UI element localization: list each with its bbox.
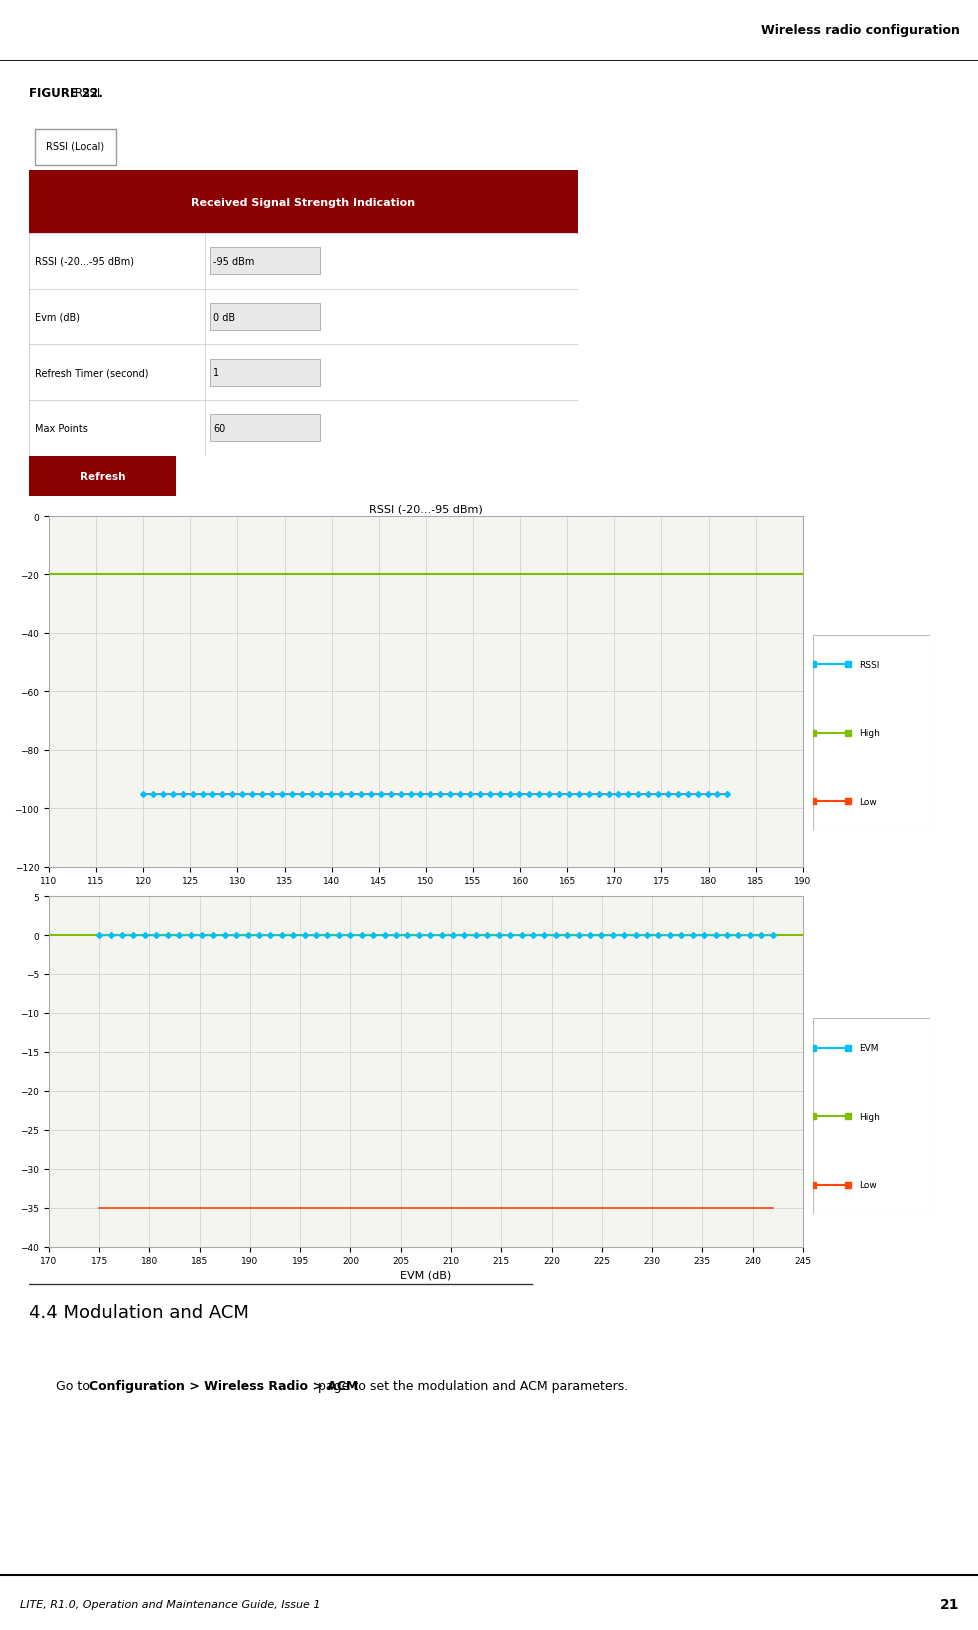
- Bar: [29, 290, 577, 346]
- Bar: [210, 416, 320, 442]
- Text: Evm (dB): Evm (dB): [35, 313, 80, 323]
- Bar: [29, 233, 204, 290]
- Text: RSSI: RSSI: [75, 88, 102, 99]
- Bar: [29, 401, 577, 456]
- Text: LITE, R1.0, Operation and Maintenance Guide, Issue 1: LITE, R1.0, Operation and Maintenance Gu…: [20, 1599, 320, 1609]
- Text: High: High: [859, 1112, 879, 1121]
- Text: Refresh Timer (second): Refresh Timer (second): [35, 368, 149, 378]
- FancyBboxPatch shape: [35, 129, 115, 166]
- Text: Refresh: Refresh: [80, 471, 125, 482]
- Text: Low: Low: [859, 797, 876, 807]
- Text: Max Points: Max Points: [35, 424, 88, 434]
- Text: RSSI (-20...-95 dBm): RSSI (-20...-95 dBm): [35, 256, 134, 267]
- Bar: [29, 290, 204, 346]
- Text: Configuration > Wireless Radio > ACM: Configuration > Wireless Radio > ACM: [89, 1379, 358, 1392]
- Text: RSSI (Local): RSSI (Local): [46, 142, 104, 152]
- Text: EVM: EVM: [859, 1043, 878, 1053]
- Bar: [210, 303, 320, 331]
- Text: Received Signal Strength Indication: Received Signal Strength Indication: [192, 197, 415, 207]
- Bar: [29, 171, 577, 233]
- Text: High: High: [859, 729, 879, 738]
- Text: 60: 60: [213, 424, 225, 434]
- X-axis label: EVM (dB): EVM (dB): [400, 1270, 451, 1280]
- Text: FIGURE 22.: FIGURE 22.: [29, 88, 103, 99]
- Text: page to set the modulation and ACM parameters.: page to set the modulation and ACM param…: [314, 1379, 628, 1392]
- Title: RSSI (-20...-95 dBm): RSSI (-20...-95 dBm): [369, 505, 482, 515]
- Bar: [29, 233, 577, 290]
- Bar: [29, 401, 204, 456]
- Text: RSSI: RSSI: [859, 660, 879, 670]
- Text: 21: 21: [939, 1597, 958, 1610]
- Text: 0 dB: 0 dB: [213, 313, 235, 323]
- Bar: [210, 248, 320, 275]
- Text: 4.4 Modulation and ACM: 4.4 Modulation and ACM: [29, 1302, 249, 1322]
- Bar: [210, 359, 320, 386]
- Text: Low: Low: [859, 1180, 876, 1190]
- Bar: [29, 346, 204, 401]
- Text: -95 dBm: -95 dBm: [213, 256, 254, 267]
- Text: Go to: Go to: [56, 1379, 94, 1392]
- Text: Wireless radio configuration: Wireless radio configuration: [760, 24, 958, 37]
- Bar: [29, 346, 577, 401]
- Text: 1: 1: [213, 368, 219, 378]
